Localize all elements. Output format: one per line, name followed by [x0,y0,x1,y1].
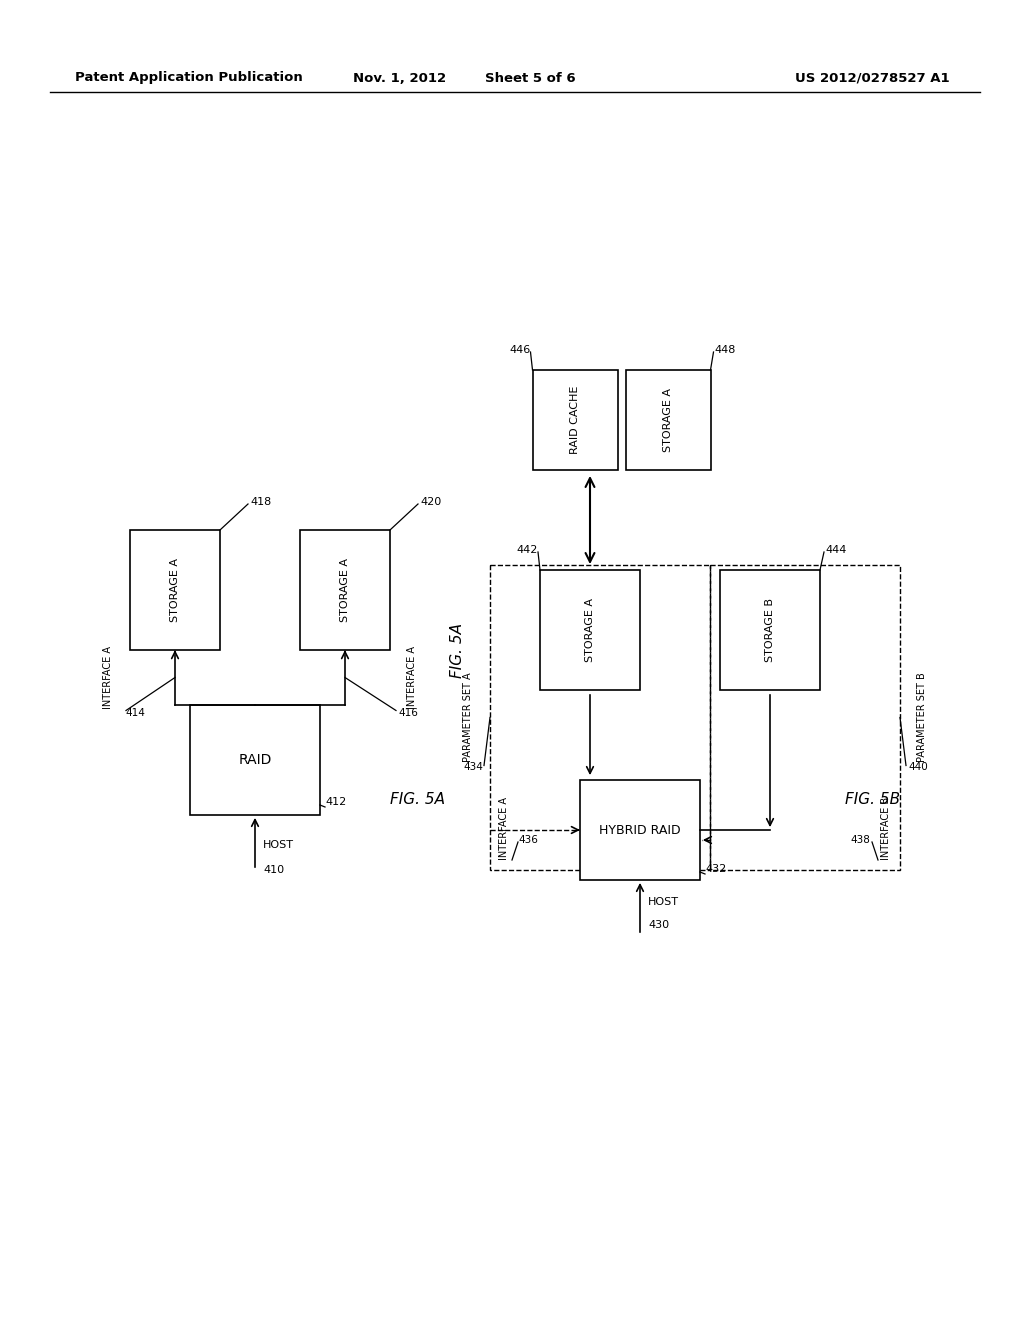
Text: 446: 446 [509,345,530,355]
Bar [540,570,640,690]
Text: INTERFACE A: INTERFACE A [407,645,417,709]
Text: 412: 412 [325,797,346,807]
Bar [626,370,711,470]
Text: 418: 418 [250,498,271,507]
Text: 416: 416 [398,708,418,718]
Text: INTERFACE B: INTERFACE B [881,797,891,861]
Bar [490,565,710,870]
Text: PARAMETER SET B: PARAMETER SET B [918,673,927,763]
Text: 420: 420 [420,498,441,507]
Text: 444: 444 [825,545,847,554]
Text: 436: 436 [518,836,538,845]
Text: Nov. 1, 2012: Nov. 1, 2012 [353,71,446,84]
Text: 414: 414 [125,708,144,718]
Text: INTERFACE A: INTERFACE A [499,797,509,861]
Bar [710,565,900,870]
Text: 438: 438 [850,836,870,845]
Text: STORAGE A: STORAGE A [585,598,595,663]
Text: Sheet 5 of 6: Sheet 5 of 6 [484,71,575,84]
Text: 440: 440 [908,763,928,772]
Bar [720,570,820,690]
Text: 448: 448 [715,345,736,355]
Text: FIG. 5A: FIG. 5A [451,623,466,677]
Text: 434: 434 [463,763,483,772]
Bar [532,370,617,470]
Text: HOST: HOST [263,840,294,850]
Text: 442: 442 [517,545,538,554]
Text: US 2012/0278527 A1: US 2012/0278527 A1 [796,71,950,84]
Text: INTERFACE A: INTERFACE A [103,645,113,709]
Text: HYBRID RAID: HYBRID RAID [599,824,681,837]
Text: STORAGE A: STORAGE A [663,388,673,451]
Text: STORAGE B: STORAGE B [765,598,775,663]
Text: HOST: HOST [648,898,679,907]
Text: STORAGE A: STORAGE A [170,558,180,622]
Text: RAID CACHE: RAID CACHE [570,385,580,454]
Bar [190,705,319,814]
Text: FIG. 5A: FIG. 5A [390,792,445,808]
Text: 432: 432 [705,865,726,874]
Bar [580,780,700,880]
Text: Patent Application Publication: Patent Application Publication [75,71,303,84]
Text: RAID: RAID [239,752,271,767]
Text: PARAMETER SET A: PARAMETER SET A [463,673,473,763]
Bar [130,531,220,649]
Text: 410: 410 [263,865,284,875]
Text: FIG. 5B: FIG. 5B [845,792,900,808]
Bar [300,531,390,649]
Text: 430: 430 [648,920,669,931]
Text: STORAGE A: STORAGE A [340,558,350,622]
